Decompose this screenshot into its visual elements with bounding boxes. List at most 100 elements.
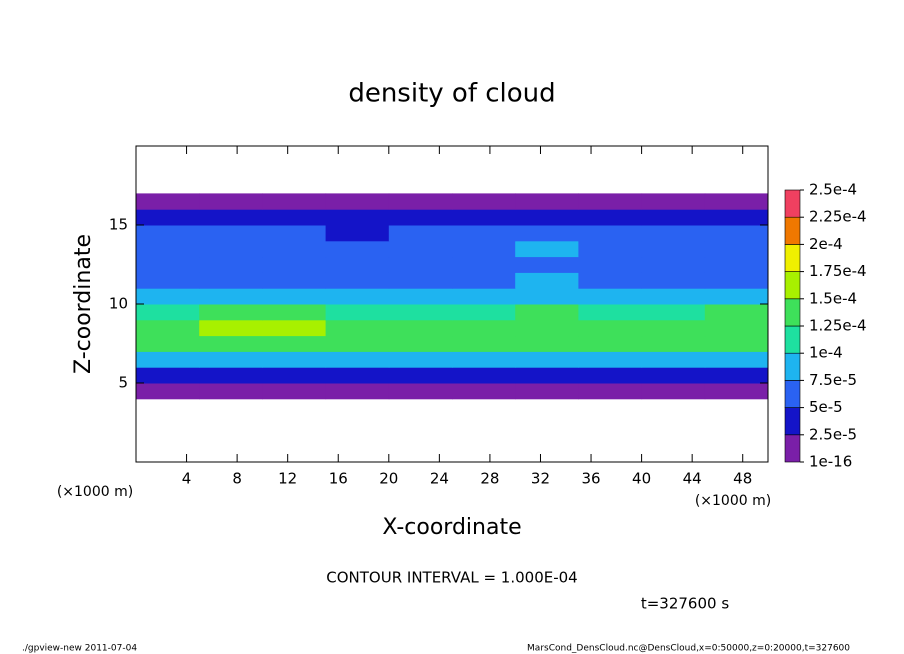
- colorbar-label: 2.5e-4: [809, 181, 857, 199]
- heat-cell: [199, 209, 263, 226]
- heat-cell: [515, 225, 579, 242]
- heat-cell: [262, 272, 327, 289]
- x-tick-label: 20: [379, 470, 398, 488]
- heat-cell: [641, 319, 706, 337]
- heat-cell: [325, 383, 390, 400]
- heat-cell: [641, 351, 706, 368]
- chart-title: density of cloud: [348, 79, 555, 109]
- heat-cell: [262, 367, 327, 384]
- heat-cell: [704, 351, 769, 368]
- heat-cell: [578, 272, 643, 289]
- heat-cell: [704, 272, 769, 289]
- heat-cell: [325, 240, 390, 258]
- x-tick-label: 4: [182, 470, 192, 488]
- heat-cell: [452, 288, 516, 305]
- heat-cell: [199, 193, 263, 210]
- x-tick-label: 8: [232, 470, 242, 488]
- heat-cell: [199, 225, 263, 242]
- heat-cell: [325, 351, 390, 368]
- heat-cell: [136, 193, 200, 210]
- heat-cell: [199, 351, 263, 368]
- x-tick-label: 48: [733, 470, 752, 488]
- heat-cell: [388, 256, 453, 273]
- heat-cell: [515, 272, 579, 289]
- heat-cell: [388, 240, 453, 258]
- heat-cell: [136, 225, 200, 242]
- heat-cell: [136, 209, 200, 226]
- heat-cell: [578, 335, 643, 352]
- heat-cell: [704, 319, 769, 337]
- heat-cell: [262, 304, 327, 321]
- colorbar-segment: [784, 407, 801, 436]
- heat-cell: [136, 383, 200, 400]
- y-axis-label: Z-coordinate: [71, 234, 96, 374]
- heat-cell: [704, 383, 769, 400]
- heat-cell: [452, 383, 516, 400]
- colorbar-label: 2.25e-4: [809, 208, 867, 226]
- colorbar-segment: [784, 352, 801, 381]
- heat-cell: [388, 383, 453, 400]
- heat-cell: [388, 209, 453, 226]
- heat-cell: [452, 209, 516, 226]
- colorbar-segment: [784, 189, 801, 218]
- colorbar-segment: [784, 244, 801, 272]
- heat-cell: [199, 288, 263, 305]
- colorbar-label: 1.25e-4: [809, 317, 867, 335]
- heat-cell: [136, 304, 200, 321]
- heat-cell: [452, 304, 516, 321]
- heat-cell: [325, 288, 390, 305]
- heat-cell: [515, 193, 579, 210]
- heat-cell: [199, 256, 263, 273]
- colorbar-label: 2e-4: [809, 235, 843, 253]
- heat-cell: [578, 209, 643, 226]
- heat-cell: [641, 256, 706, 273]
- heat-cell: [452, 256, 516, 273]
- heat-cell: [325, 193, 390, 210]
- heat-cell: [515, 335, 579, 352]
- heat-cell: [199, 319, 263, 337]
- x-unit-label: (×1000 m): [695, 493, 771, 509]
- heat-cell: [388, 304, 453, 321]
- heat-cell: [704, 304, 769, 321]
- heat-cell: [199, 383, 263, 400]
- heat-cell: [325, 272, 390, 289]
- heat-cell: [704, 225, 769, 242]
- heat-cell: [578, 240, 643, 258]
- heat-cell: [578, 319, 643, 337]
- annotation: CONTOUR INTERVAL = 1.000E-04: [326, 569, 577, 587]
- heat-cell: [199, 335, 263, 352]
- heat-cell: [452, 335, 516, 352]
- heat-cell: [325, 209, 390, 226]
- heat-cell: [136, 335, 200, 352]
- heat-cell: [452, 225, 516, 242]
- heat-cell: [262, 193, 327, 210]
- heat-cell: [704, 193, 769, 210]
- heat-cell: [515, 256, 579, 273]
- heat-cell: [388, 288, 453, 305]
- heat-cell: [262, 383, 327, 400]
- heat-cell: [515, 319, 579, 337]
- colorbar-label: 1.75e-4: [809, 262, 867, 280]
- heat-cell: [704, 209, 769, 226]
- heat-cell: [136, 288, 200, 305]
- heat-cell: [452, 319, 516, 337]
- x-tick-label: 16: [329, 470, 348, 488]
- x-tick-label: 44: [683, 470, 702, 488]
- heat-cell: [199, 367, 263, 384]
- heat-cell: [388, 225, 453, 242]
- heat-cell: [515, 288, 579, 305]
- heat-cell: [325, 335, 390, 352]
- heat-cell: [641, 225, 706, 242]
- heat-cell: [641, 209, 706, 226]
- colorbar-segment: [784, 298, 801, 327]
- heat-cell: [641, 193, 706, 210]
- heat-cell: [515, 351, 579, 368]
- heat-cell: [262, 209, 327, 226]
- heat-cell: [388, 351, 453, 368]
- heat-cell: [515, 209, 579, 226]
- heat-cell: [452, 351, 516, 368]
- heat-cell: [452, 272, 516, 289]
- colorbar-label: 1e-16: [809, 453, 852, 471]
- heat-cell: [199, 240, 263, 258]
- heat-cell: [704, 256, 769, 273]
